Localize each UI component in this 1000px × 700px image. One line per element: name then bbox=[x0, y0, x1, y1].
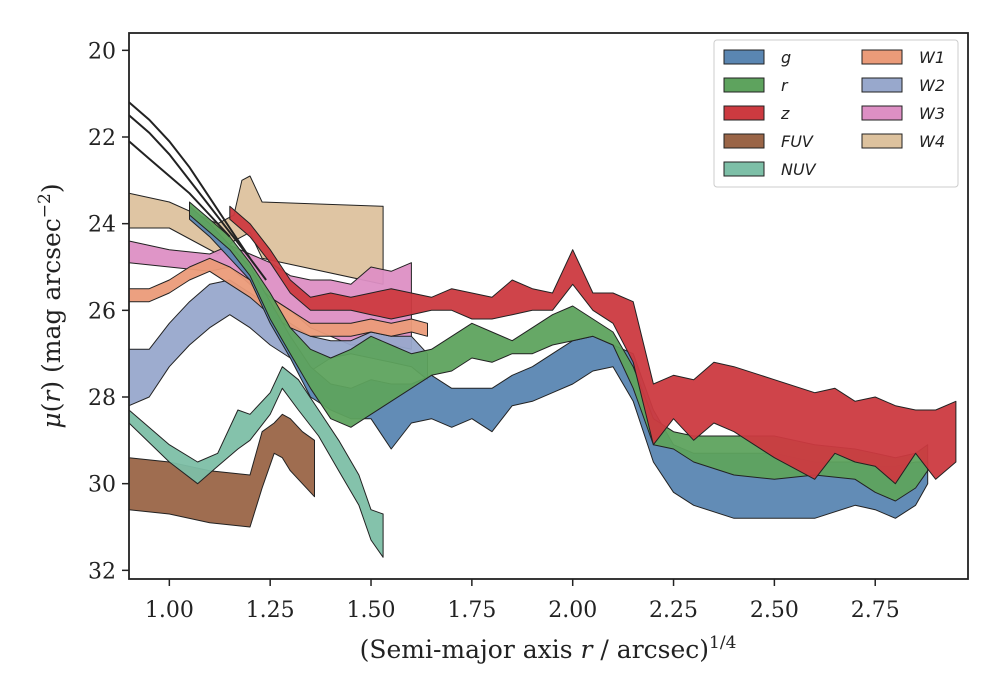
legend: grz FUV NUV W1 W2 W3 W4 bbox=[713, 39, 959, 188]
legend-label-w3: W3 bbox=[919, 104, 945, 123]
x-axis-ticks: 1.00 1.25 1.50 1.75 2.00 2.25 2.50 2.75 bbox=[145, 579, 900, 623]
legend-swatch-z bbox=[723, 105, 765, 121]
y-tick-label: 28 bbox=[88, 386, 116, 411]
x-tick-label: 1.75 bbox=[447, 598, 496, 623]
x-tick-label: 2.75 bbox=[851, 598, 900, 623]
model-line-2 bbox=[128, 114, 251, 259]
x-tick-label: 2.00 bbox=[548, 598, 597, 623]
x-tick-label: 1.25 bbox=[246, 598, 295, 623]
x-axis-label: (Semi-major axis r / arcsec)1/4 bbox=[360, 633, 737, 664]
legend-swatch-w2 bbox=[861, 77, 903, 93]
legend-label-w2: W2 bbox=[919, 76, 945, 95]
band-r bbox=[189, 201, 929, 502]
y-tick-label: 22 bbox=[88, 126, 116, 151]
x-tick-label: 2.50 bbox=[750, 598, 799, 623]
band-fuv bbox=[128, 413, 315, 528]
legend-label-nuv: NUV bbox=[781, 160, 817, 179]
y-tick-label: 32 bbox=[88, 559, 116, 584]
band-nuv bbox=[128, 366, 384, 558]
band-w1 bbox=[128, 257, 428, 337]
band-z bbox=[229, 205, 957, 485]
y-axis-label: μ(r) (mag arcsec−2) bbox=[35, 183, 66, 428]
legend-label-z: z bbox=[780, 104, 790, 123]
legend-label-fuv: FUV bbox=[781, 132, 814, 151]
legend-label-g: g bbox=[781, 48, 791, 67]
y-tick-label: 26 bbox=[88, 299, 116, 324]
legend-label-w1: W1 bbox=[919, 48, 945, 67]
legend-swatch-nuv bbox=[723, 161, 765, 177]
legend-swatch-w4 bbox=[861, 133, 903, 149]
legend-label-w4: W4 bbox=[919, 132, 945, 151]
legend-swatch-w1 bbox=[861, 49, 903, 65]
legend-swatch-g bbox=[723, 49, 765, 65]
legend-swatch-w3 bbox=[861, 105, 903, 121]
x-tick-label: 1.50 bbox=[347, 598, 396, 623]
y-tick-label: 30 bbox=[88, 473, 116, 498]
y-tick-label: 24 bbox=[88, 213, 116, 238]
legend-frame bbox=[713, 39, 959, 188]
x-tick-label: 1.00 bbox=[145, 598, 194, 623]
legend-label-r: r bbox=[781, 76, 789, 95]
y-tick-label: 20 bbox=[88, 39, 116, 64]
legend-swatch-fuv bbox=[723, 133, 765, 149]
legend-swatch-r bbox=[723, 77, 765, 93]
x-tick-label: 2.25 bbox=[649, 598, 698, 623]
y-axis-ticks: 20 22 24 26 28 30 32 bbox=[88, 39, 129, 584]
model-lines-layer bbox=[128, 101, 267, 281]
model-line-3 bbox=[128, 140, 231, 238]
bands-layer bbox=[128, 175, 957, 558]
plot-frame bbox=[128, 32, 969, 580]
